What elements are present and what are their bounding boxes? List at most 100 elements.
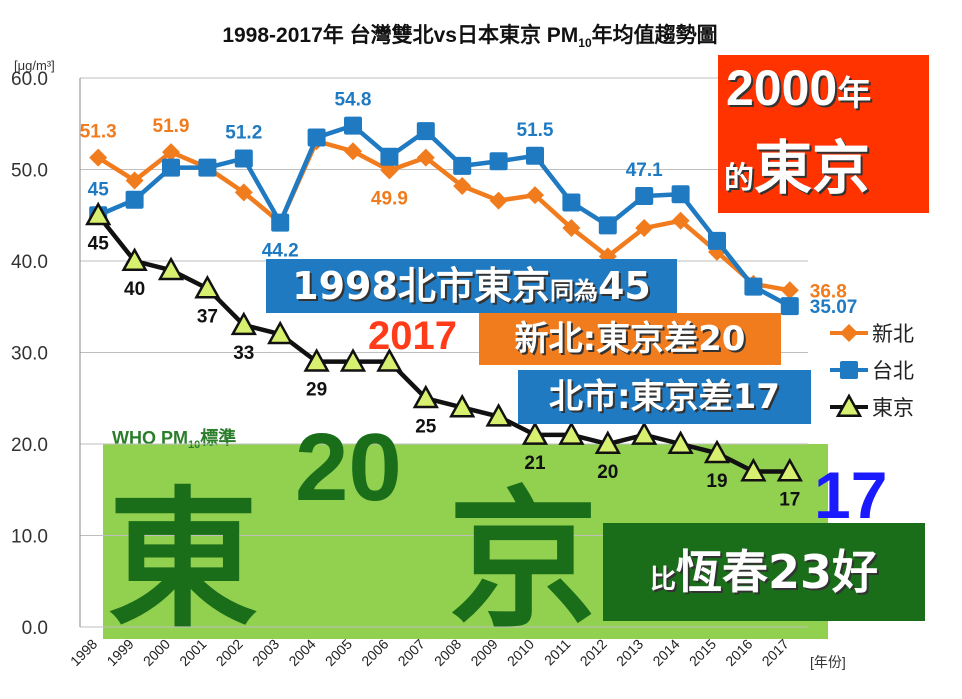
legend-label: 台北 (872, 359, 914, 383)
x-tick-label: 1998 (67, 636, 100, 669)
y-tick-label: 40.0 (11, 252, 48, 273)
data-label: 25 (415, 416, 437, 437)
callout-hengchun: 比恆春23好 (603, 523, 925, 621)
callout-1998-value: 45 (597, 264, 651, 308)
data-point (344, 142, 362, 161)
callout-2000-year-unit: 年 (837, 74, 872, 114)
data-label: 29 (306, 380, 327, 401)
data-point (234, 183, 253, 202)
data-point (453, 176, 472, 195)
data-point (303, 348, 330, 372)
data-point (267, 320, 294, 345)
data-point (631, 421, 658, 445)
who-standard-label: WHO PM10標準 (112, 427, 236, 451)
data-point (562, 193, 581, 212)
legend-marker (840, 361, 858, 379)
data-label: 35.07 (810, 297, 858, 318)
data-label: 44.2 (262, 241, 299, 262)
data-point (453, 156, 472, 175)
data-point (234, 149, 253, 168)
data-point (708, 231, 726, 250)
data-point (449, 393, 476, 418)
data-label: 54.8 (335, 90, 372, 111)
tokyo-big-right: 京 (448, 474, 598, 648)
data-point (230, 311, 257, 336)
data-point (526, 146, 544, 165)
callout-1998-main: 1998北市東京 (292, 264, 550, 308)
y-tick-label: 0.0 (22, 618, 48, 639)
data-label: 33 (233, 343, 254, 364)
data-point (776, 457, 803, 482)
data-point (162, 143, 180, 162)
data-point (526, 186, 544, 205)
data-label: 47.1 (626, 160, 663, 181)
data-label: 51.5 (517, 120, 554, 141)
data-label: 20 (597, 462, 618, 483)
data-point (271, 213, 290, 232)
data-point (380, 147, 399, 166)
data-label: 21 (524, 453, 546, 474)
tokyo-big-left: 東 (108, 474, 258, 648)
data-label: 51.3 (80, 122, 117, 143)
data-point (89, 148, 108, 167)
who-label-sub: 10 (188, 439, 200, 451)
x-tick-label: 2005 (322, 636, 355, 669)
legend-label: 新北 (872, 322, 914, 346)
data-point (162, 158, 180, 177)
y-tick-label: 20.0 (11, 435, 48, 456)
legend-item: 新北 (830, 322, 914, 346)
callout-2000-tokyo: 2000年 的東京 (718, 55, 929, 213)
x-tick-label: 2004 (285, 636, 318, 669)
legend-marker (840, 324, 858, 342)
data-point (780, 281, 799, 300)
data-point (125, 190, 144, 209)
chart-title-tail: 年均值趨勢圖 (592, 23, 718, 47)
data-label: 37 (197, 306, 218, 327)
data-point (635, 187, 654, 206)
data-point (194, 274, 221, 299)
x-tick-label: 2014 (649, 636, 682, 669)
data-label: 49.9 (371, 188, 408, 209)
data-point (125, 171, 144, 190)
chart-title: 1998-2017年 台灣雙北vs日本東京 PM10年均值趨勢圖 (222, 23, 717, 50)
data-point (85, 201, 112, 226)
data-point (594, 430, 621, 455)
data-point (521, 421, 549, 445)
blue-17-label: 17 (814, 458, 887, 532)
data-point (780, 297, 799, 316)
data-point (412, 384, 439, 409)
callout-newtaipei-diff-text: 新北:東京差20 (514, 319, 746, 359)
y-tick-label: 50.0 (11, 161, 48, 182)
data-point (671, 211, 690, 230)
data-point (344, 116, 362, 135)
legend-item: 台北 (830, 359, 914, 383)
callout-1998-small: 同為 (549, 277, 598, 305)
data-label: 51.9 (153, 116, 190, 137)
data-point (703, 439, 731, 464)
data-point (671, 185, 690, 204)
data-point (339, 348, 367, 372)
data-point (740, 457, 767, 482)
data-label: 40 (124, 279, 145, 300)
data-point (667, 430, 694, 455)
callout-taipei-diff-text: 北市:東京差17 (549, 377, 780, 417)
y-tick-label: 10.0 (11, 527, 48, 548)
data-label: 51.2 (225, 123, 262, 144)
data-labels-layer: 51.3 51.9 49.9 36.8 45 51.2 44.2 54.8 51.5 47.1 35… (80, 90, 858, 511)
data-point (489, 152, 508, 171)
data-point (380, 161, 399, 180)
y-tick-label: 30.0 (11, 344, 48, 365)
callout-2017-year: 2017 (368, 314, 457, 358)
x-tick-label: 2007 (395, 636, 428, 669)
callout-2000-de: 的 (724, 161, 754, 196)
data-label: 45 (88, 233, 110, 254)
data-point (485, 402, 512, 427)
callout-1998-same: 1998北市東京同為45 (266, 259, 677, 313)
callout-taipei-diff: 北市:東京差17 (518, 370, 811, 424)
x-tick-label: 2016 (722, 636, 755, 669)
data-label: 19 (706, 471, 727, 492)
data-point (489, 191, 508, 210)
who-label-main: WHO PM (112, 428, 188, 448)
chart-title-main: 1998-2017年 台灣雙北vs日本東京 PM (222, 23, 578, 47)
